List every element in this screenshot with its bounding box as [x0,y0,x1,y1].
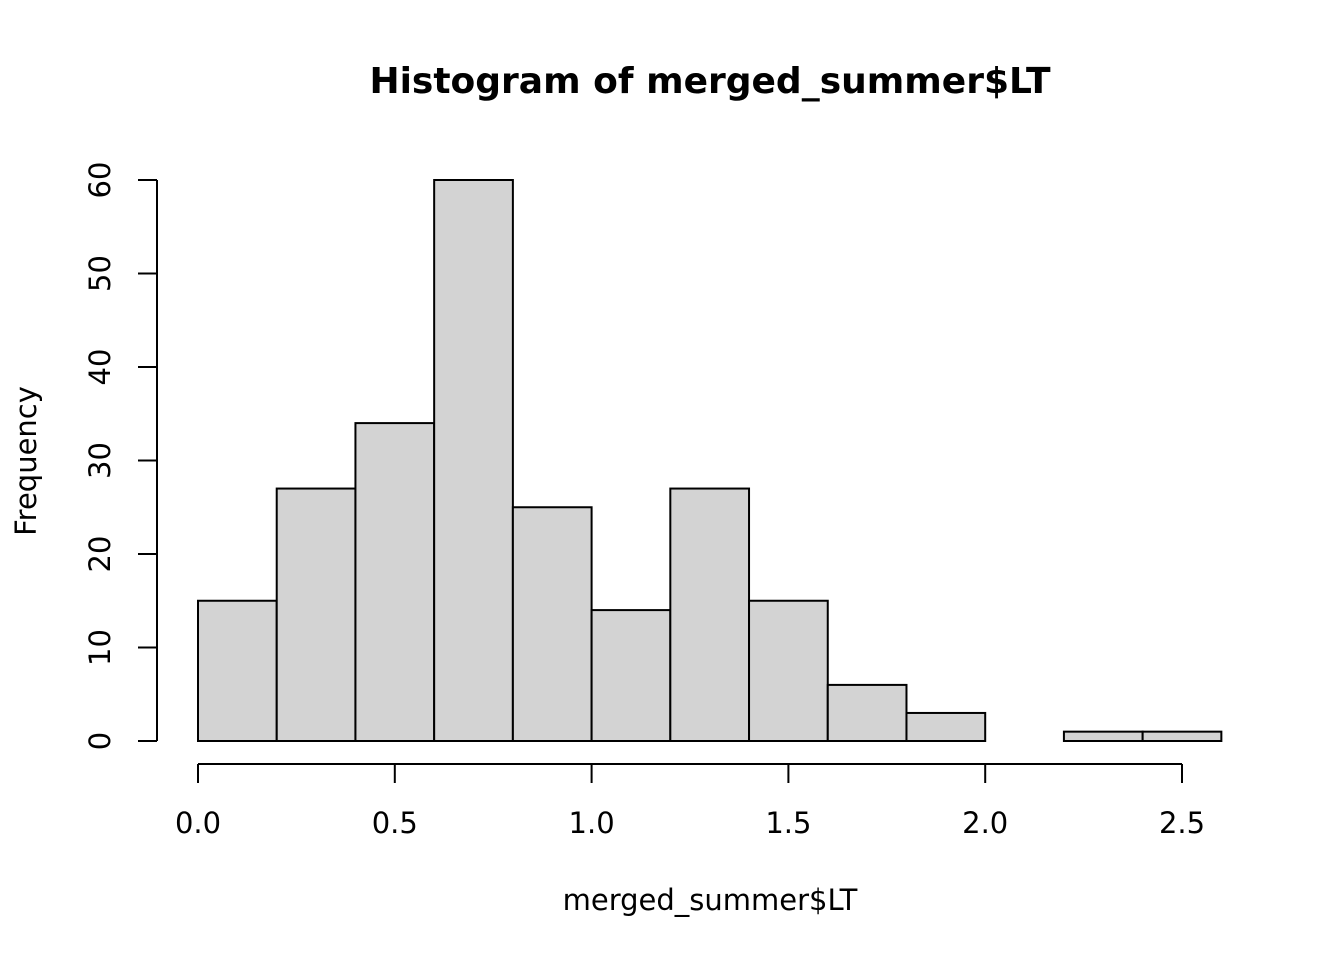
x-tick-label: 1.0 [569,806,615,840]
chart-title: Histogram of merged_summer$LT [369,61,1051,102]
histogram-bar [590,609,672,742]
y-tick-label: 30 [83,442,117,479]
histogram-bar [197,599,278,742]
histogram-bar [905,711,987,743]
y-tick-label: 20 [83,536,117,573]
bars-group [197,179,1223,743]
x-tick-label: 2.0 [962,806,1008,840]
y-tick-label: 60 [83,162,117,199]
y-axis: 0 10 20 30 40 50 60 [83,162,158,750]
x-axis-label: merged_summer$LT [563,883,858,917]
y-tick-label: 0 [83,732,117,750]
y-tick-label: 40 [83,349,117,386]
y-tick-label: 10 [83,629,117,666]
histogram-bar [826,683,908,743]
x-tick-label: 1.5 [765,806,811,840]
x-axis: 0.0 0.5 1.0 1.5 2.0 2.5 [175,763,1205,840]
histogram-bar [1141,730,1223,743]
histogram-bar [354,422,436,742]
histogram-bar [748,599,829,742]
histogram-bar [1062,730,1144,743]
histogram-bar [511,506,593,742]
histogram-bar [433,179,514,742]
histogram-bar [275,487,357,742]
x-tick-label: 2.5 [1159,806,1205,840]
y-axis-label: Frequency [9,386,43,536]
y-tick-label: 50 [83,255,117,292]
x-tick-label: 0.5 [372,806,418,840]
histogram-bar [669,487,751,742]
x-tick-label: 0.0 [175,806,221,840]
